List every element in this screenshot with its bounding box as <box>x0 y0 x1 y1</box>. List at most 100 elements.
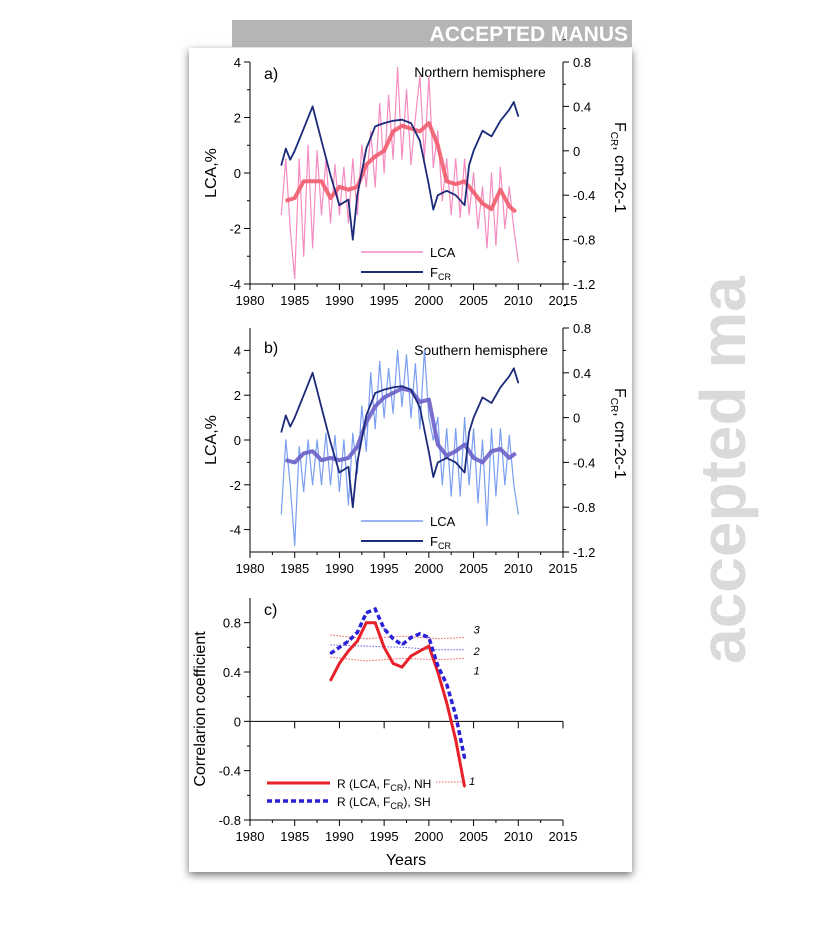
data-point-smooth <box>481 461 484 463</box>
data-point-fcr <box>455 461 457 463</box>
data-point-fcr <box>419 140 421 142</box>
series-raw-line <box>280 349 519 546</box>
data-point-raw <box>307 144 309 146</box>
data-point-raw <box>428 75 430 77</box>
correlation-point <box>419 650 421 652</box>
data-point-raw <box>486 524 488 526</box>
data-point-fcr <box>428 184 430 186</box>
data-point-raw <box>437 417 439 419</box>
data-point-raw <box>294 277 296 280</box>
data-point-fcr <box>312 105 314 107</box>
correlation-point <box>329 652 332 655</box>
data-point-smooth <box>499 448 501 450</box>
correlation-point <box>392 662 394 665</box>
data-point-raw <box>490 428 493 430</box>
y-tick-label: 0.4 <box>223 665 241 680</box>
data-point-raw <box>388 367 390 369</box>
data-point-raw <box>379 103 381 105</box>
correlation-sh-line <box>329 606 467 759</box>
legend-label-nh: R (LCA, FCR), NH <box>337 777 431 793</box>
data-point-raw <box>405 89 408 91</box>
data-point-raw <box>303 255 305 257</box>
data-point-smooth <box>437 144 439 146</box>
data-point-raw <box>374 186 376 188</box>
data-point-fcr <box>455 194 457 196</box>
correlation-point <box>419 632 421 635</box>
correlation-point <box>365 621 368 624</box>
y-tick-label: 0 <box>234 433 241 448</box>
data-point-smooth <box>383 396 385 399</box>
data-point-raw <box>325 432 327 434</box>
data-point-smooth <box>320 180 323 182</box>
correlation-point <box>347 650 350 652</box>
data-point-fcr <box>303 128 305 130</box>
legend-suffix: ), SH <box>403 795 430 809</box>
x-tick-label: 1995 <box>370 561 399 576</box>
data-point-smooth <box>303 452 305 455</box>
data-point-smooth <box>499 189 501 191</box>
y-right-tick-label: -1.2 <box>573 277 595 292</box>
legend-fcr-sub: CR <box>438 272 451 282</box>
data-point-raw <box>294 544 296 546</box>
correlation-point <box>454 739 457 741</box>
data-point-raw <box>423 349 425 351</box>
data-point-fcr <box>312 372 314 374</box>
correlation-point <box>463 785 466 788</box>
data-point-raw <box>495 244 497 246</box>
data-point-raw <box>388 94 390 96</box>
data-point-fcr <box>392 386 394 388</box>
data-point-smooth <box>490 450 493 452</box>
y-right-label-sub: CR <box>608 398 619 412</box>
data-point-raw <box>486 247 488 249</box>
panel-title: Southern hemisphere <box>414 342 548 358</box>
y-tick-label: -0.4 <box>219 764 241 779</box>
data-point-smooth <box>446 180 448 182</box>
data-point-smooth <box>294 197 296 199</box>
data-point-smooth <box>428 122 430 124</box>
data-point-raw <box>504 484 506 486</box>
data-point-fcr <box>352 239 354 241</box>
data-point-fcr <box>508 109 510 111</box>
data-point-fcr <box>432 476 434 478</box>
correlation-point <box>437 671 439 673</box>
data-point-raw <box>396 349 399 351</box>
data-point-fcr <box>392 120 394 122</box>
correlation-point <box>374 608 377 610</box>
y-tick-label: -2 <box>229 222 241 237</box>
y-right-label-main: F <box>611 122 628 132</box>
x-tick-label: 1995 <box>370 829 399 844</box>
data-point-fcr <box>468 164 470 166</box>
threshold-label: 2 <box>473 646 480 658</box>
data-point-raw <box>455 428 457 430</box>
y-right-label-main: F <box>611 388 628 398</box>
data-point-smooth <box>356 186 358 188</box>
x-axis-label: Years <box>386 852 426 869</box>
data-point-raw <box>334 164 336 166</box>
data-point-fcr <box>374 392 376 394</box>
data-point-fcr <box>464 471 466 474</box>
data-point-raw <box>370 372 372 374</box>
data-point-fcr <box>280 164 282 166</box>
panel-label: b) <box>264 340 278 357</box>
y-tick-label: -4 <box>229 277 241 292</box>
data-point-raw <box>468 214 470 216</box>
data-point-raw <box>517 513 519 515</box>
data-point-smooth <box>446 455 448 457</box>
legend-sub: CR <box>390 783 403 793</box>
data-point-raw <box>338 490 341 493</box>
y-right-tick-label: 0.8 <box>573 55 591 70</box>
figure-card <box>189 48 632 872</box>
data-point-raw <box>446 428 448 430</box>
data-point-raw <box>517 261 519 263</box>
data-point-raw <box>459 495 461 497</box>
data-point-fcr <box>410 122 412 124</box>
data-point-raw <box>450 214 452 216</box>
data-point-raw <box>472 172 475 174</box>
data-point-raw <box>401 158 403 160</box>
data-point-fcr <box>285 414 287 416</box>
data-point-fcr <box>513 101 515 103</box>
legend-fcr-label: FCR <box>430 534 451 551</box>
data-point-fcr <box>437 194 439 196</box>
data-point-raw <box>303 490 305 493</box>
data-point-raw <box>468 484 470 486</box>
